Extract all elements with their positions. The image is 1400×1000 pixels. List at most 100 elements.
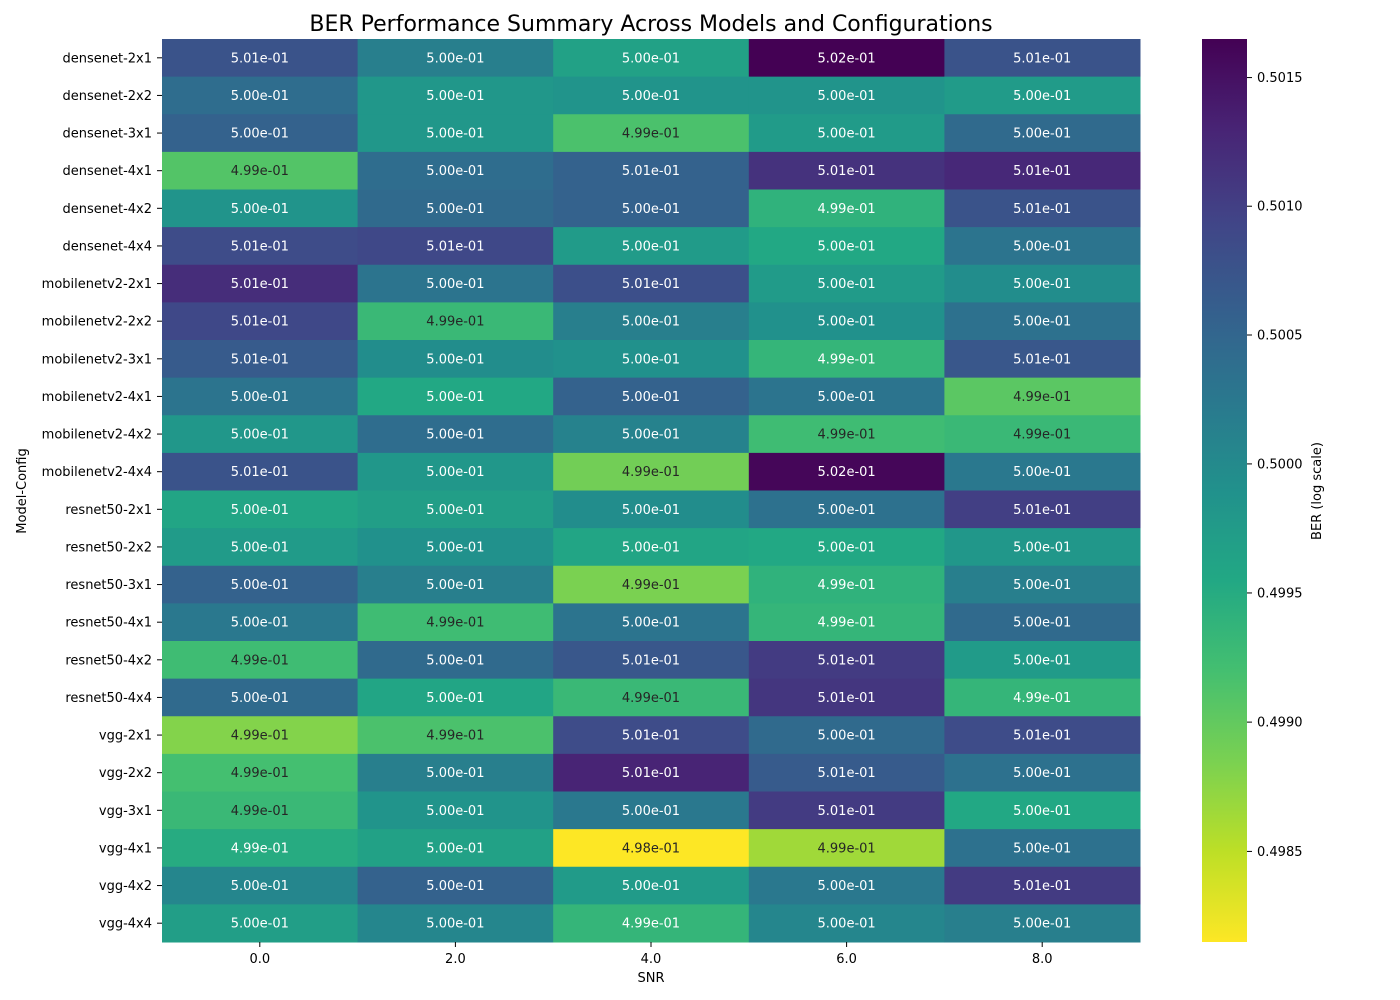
- cell-value-label: 5.01e-01: [231, 315, 289, 330]
- y-tick-label: vgg-3x1: [99, 804, 152, 819]
- heatmap-cell: [357, 641, 554, 680]
- cell-value-label: 5.02e-01: [818, 465, 876, 480]
- y-tick-label: mobilenetv2-2x2: [42, 315, 152, 330]
- heatmap-cell: [553, 189, 750, 228]
- cell-value-label: 5.00e-01: [1013, 540, 1071, 555]
- cell-value-label: 5.00e-01: [426, 691, 484, 706]
- cell-value-label: 5.00e-01: [818, 917, 876, 932]
- heatmap-cell: [748, 452, 945, 492]
- cell-value-label: 4.99e-01: [818, 202, 876, 217]
- heatmap-cell: [162, 603, 359, 642]
- cell-value-label: 4.99e-01: [1013, 428, 1071, 443]
- cell-value-label: 5.00e-01: [426, 841, 484, 856]
- heatmap-cell: [944, 227, 1141, 266]
- cell-value-label: 5.00e-01: [231, 503, 289, 518]
- cell-value-label: 5.00e-01: [1013, 653, 1071, 668]
- cell-value-label: 5.00e-01: [818, 89, 876, 104]
- heatmap-cell: [748, 39, 945, 78]
- heatmap-cell: [162, 678, 359, 717]
- heatmap-cell: [553, 452, 750, 492]
- heatmap-cell: [553, 39, 750, 78]
- heatmap-cell: [162, 490, 359, 529]
- cell-value-label: 5.00e-01: [622, 315, 680, 330]
- cell-value-label: 5.00e-01: [818, 315, 876, 330]
- x-tick-label: 0.0: [249, 952, 270, 967]
- colorbar-tick-label: 0.4995: [1257, 586, 1303, 601]
- cell-value-label: 5.01e-01: [231, 239, 289, 254]
- cell-value-label: 5.00e-01: [622, 239, 680, 254]
- heatmap-cell: [748, 415, 945, 454]
- y-tick-label: densenet-4x4: [62, 239, 152, 254]
- cell-value-label: 5.00e-01: [818, 540, 876, 555]
- heatmap-cell: [553, 377, 750, 416]
- cell-value-label: 5.00e-01: [1013, 766, 1071, 781]
- heatmap-cell: [357, 76, 554, 115]
- heatmap-cell: [357, 603, 554, 642]
- cell-value-label: 5.00e-01: [231, 616, 289, 631]
- heatmap-cell: [553, 264, 750, 303]
- y-tick-label: densenet-3x1: [62, 127, 152, 142]
- heatmap-cell: [162, 264, 359, 303]
- y-tick-label: vgg-2x1: [99, 729, 152, 744]
- cell-value-label: 5.01e-01: [1013, 51, 1071, 66]
- heatmap-cell: [553, 302, 750, 341]
- cell-value-label: 4.99e-01: [426, 616, 484, 631]
- cell-value-label: 5.01e-01: [231, 51, 289, 66]
- heatmap-cell: [748, 904, 945, 943]
- y-tick-label: vgg-4x4: [99, 917, 152, 932]
- heatmap-cell: [748, 189, 945, 228]
- cell-value-label: 4.99e-01: [231, 841, 289, 856]
- cell-value-label: 5.00e-01: [818, 503, 876, 518]
- cell-value-label: 5.00e-01: [622, 540, 680, 555]
- cell-value-label: 5.00e-01: [231, 691, 289, 706]
- cell-value-label: 5.02e-01: [818, 51, 876, 66]
- heatmap-cell: [162, 791, 359, 830]
- cell-value-label: 4.99e-01: [231, 804, 289, 819]
- heatmap-cell: [162, 39, 359, 78]
- heatmap-cell: [748, 377, 945, 416]
- y-tick-label: vgg-2x2: [99, 766, 152, 781]
- heatmap-cell: [748, 753, 945, 793]
- cell-value-label: 5.00e-01: [231, 390, 289, 405]
- cell-value-label: 5.00e-01: [1013, 841, 1071, 856]
- heatmap-cell: [748, 528, 945, 567]
- cell-value-label: 5.01e-01: [622, 766, 680, 781]
- colorbar-tick-label: 0.4990: [1257, 716, 1303, 731]
- heatmap-cell: [944, 866, 1141, 905]
- cell-value-label: 5.00e-01: [818, 239, 876, 254]
- heatmap-cell: [162, 227, 359, 266]
- cell-value-label: 5.00e-01: [426, 503, 484, 518]
- cell-value-label: 5.00e-01: [426, 578, 484, 593]
- heatmap-cell: [162, 76, 359, 115]
- heatmap-cell: [162, 189, 359, 228]
- heatmap-cell: [162, 716, 359, 755]
- colorbar-tick-label: 0.5000: [1257, 457, 1303, 472]
- heatmap-cell: [553, 528, 750, 567]
- cell-value-label: 5.00e-01: [426, 390, 484, 405]
- cell-value-label: 4.99e-01: [818, 616, 876, 631]
- heatmap-cell: [162, 377, 359, 416]
- cell-value-label: 5.01e-01: [231, 277, 289, 292]
- cell-value-label: 4.99e-01: [622, 691, 680, 706]
- cell-value-label: 5.01e-01: [426, 239, 484, 254]
- cell-value-label: 4.98e-01: [622, 841, 680, 856]
- heatmap-cell: [357, 302, 554, 341]
- heatmap-cell: [357, 264, 554, 303]
- heatmap-cell: [748, 76, 945, 115]
- x-axis-label: SNR: [637, 971, 664, 986]
- cell-value-label: 5.00e-01: [426, 465, 484, 480]
- y-tick-labels: densenet-2x1 densenet-2x2 densenet-3x1 dens…: [42, 51, 162, 932]
- cell-value-label: 5.00e-01: [1013, 239, 1071, 254]
- heatmap-cell: [748, 490, 945, 529]
- heatmap-cell: [553, 151, 750, 191]
- cell-value-label: 5.00e-01: [622, 616, 680, 631]
- heatmap-cell: [162, 415, 359, 454]
- cell-value-label: 5.00e-01: [818, 127, 876, 142]
- heatmap-cell: [162, 340, 359, 379]
- heatmap-cell: [553, 829, 750, 868]
- colorbar-ticks: 0.4985 0.4990 0.4995 0.5000 0.5005 0.5010 0.50…: [1247, 71, 1303, 860]
- colorbar-tick-label: 0.5015: [1257, 71, 1303, 86]
- y-tick-label: mobilenetv2-4x4: [42, 465, 152, 480]
- heatmap-cell: [944, 340, 1141, 379]
- y-axis-label: Model-Config: [15, 448, 30, 533]
